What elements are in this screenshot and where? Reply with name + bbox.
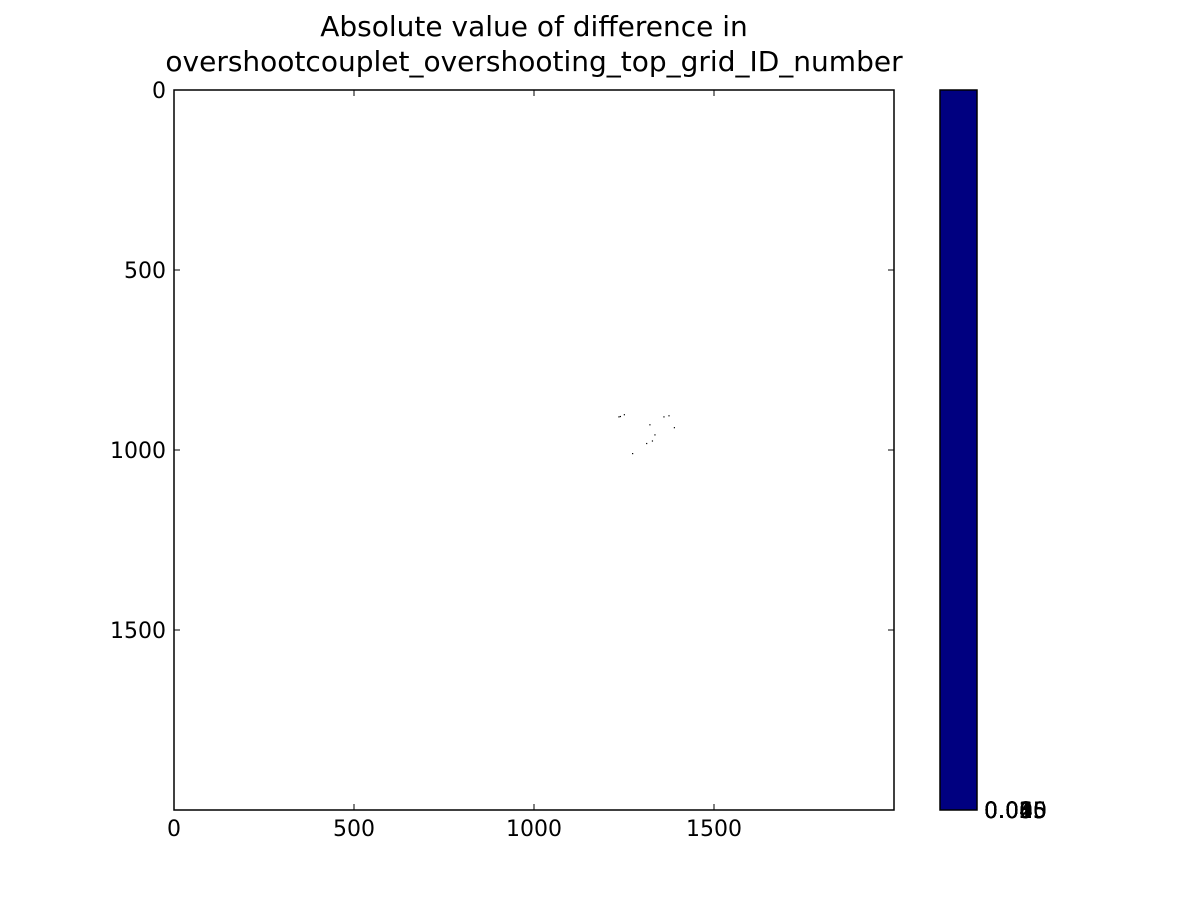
y-tick-label: 1000 [110,439,166,464]
data-point [651,440,654,442]
x-axis: 0 500 1000 1500 [167,90,742,842]
data-point [649,424,651,426]
data-point [654,434,656,436]
colorbar-tick-label: 0.000 [984,799,1047,824]
y-tick-label: 1500 [110,619,166,644]
data-point [618,416,620,418]
x-tick-label: 1000 [506,817,562,842]
data-point [646,442,648,445]
y-tick-label: 0 [152,79,166,104]
chart-title-line-2: overshootcouplet_overshooting_top_grid_I… [165,45,903,78]
y-axis: 0 500 1000 1500 [110,79,894,644]
colorbar-tick-label: 0.065 [984,799,1047,824]
colorbar-tick-label: 0.015 [984,799,1047,824]
data-point [623,414,625,416]
data-point [619,415,621,418]
x-tick-label: 1500 [686,817,742,842]
colorbar-tick-label: 0.055 [984,799,1047,824]
colorbar-tick-label: 0.035 [984,799,1047,824]
chart-title-line-1: Absolute value of difference in [320,10,748,43]
y-tick-label: 500 [124,259,166,284]
colorbar-tick-label: 0.010 [984,799,1047,824]
colorbar-tick-label: 0.025 [984,799,1047,824]
colorbar-tick-label: 0.005 [984,799,1047,824]
data-point [632,453,634,455]
colorbar-ticks: 0.0000.0050.0100.0150.0250.0350.0450.055… [940,799,1047,824]
x-tick-label: 0 [167,817,181,842]
plot-area [174,90,894,810]
colorbar-tick-label: 0.045 [984,799,1047,824]
colorbar [939,89,978,811]
data-point [668,415,670,417]
x-tick-label: 500 [333,817,375,842]
data-point [673,427,675,429]
data-point [663,416,665,418]
data-points [618,414,675,455]
